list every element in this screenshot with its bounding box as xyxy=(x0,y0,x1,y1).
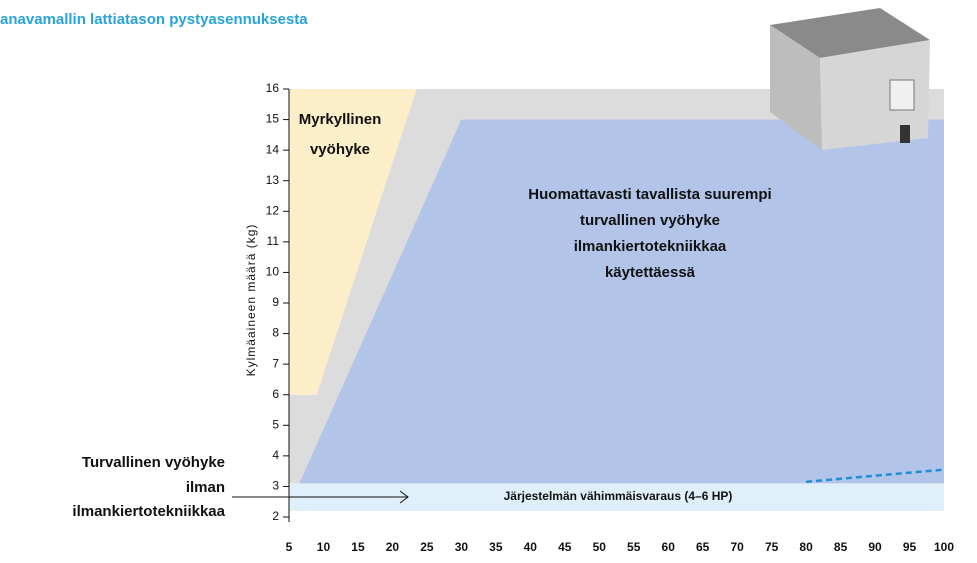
device-image xyxy=(770,8,930,150)
y-tick-label: 12 xyxy=(266,203,280,217)
y-tick-label: 16 xyxy=(266,81,280,95)
zones xyxy=(289,89,944,511)
x-tick-label: 35 xyxy=(489,540,503,554)
zone-label: Myrkyllinen xyxy=(299,111,382,128)
x-tick-label: 5 xyxy=(286,540,293,554)
chart: anavamallin lattiatason pystyasennuksest… xyxy=(0,0,977,558)
y-tick-label: 6 xyxy=(272,387,279,401)
zone-label: Huomattavasti tavallista suurempi xyxy=(528,186,771,203)
zone-label: käytettäessä xyxy=(605,264,696,281)
y-tick-label: 7 xyxy=(272,356,279,370)
x-tick-label: 75 xyxy=(765,540,779,554)
x-tick-label: 90 xyxy=(868,540,882,554)
y-tick-label: 5 xyxy=(272,417,279,431)
y-tick-label: 13 xyxy=(266,173,280,187)
x-tick-label: 45 xyxy=(558,540,572,554)
x-tick-label: 55 xyxy=(627,540,641,554)
x-tick-label: 80 xyxy=(799,540,813,554)
x-tick-label: 40 xyxy=(524,540,538,554)
y-tick-label: 9 xyxy=(272,295,279,309)
y-tick-label: 10 xyxy=(266,265,280,279)
y-tick-label: 15 xyxy=(266,112,280,126)
x-tick-label: 30 xyxy=(455,540,469,554)
x-tick-label: 25 xyxy=(420,540,434,554)
zone-label: turvallinen vyöhyke xyxy=(580,212,720,229)
side-label: ilman xyxy=(186,479,225,496)
zone-label: ilmankiertotekniikkaa xyxy=(574,238,727,255)
y-tick-label: 4 xyxy=(272,448,279,462)
y-tick-label: 14 xyxy=(266,142,280,156)
x-tick-label: 100 xyxy=(934,540,954,554)
x-tick-label: 95 xyxy=(903,540,917,554)
y-tick-label: 11 xyxy=(267,234,280,248)
y-tick-label: 2 xyxy=(272,509,279,523)
side-label: Turvallinen vyöhyke xyxy=(82,454,225,471)
x-tick-label: 50 xyxy=(593,540,607,554)
x-tick-label: 15 xyxy=(351,540,365,554)
x-tick-label: 85 xyxy=(834,540,848,554)
zone-label: vyöhyke xyxy=(310,141,370,158)
x-tick-label: 65 xyxy=(696,540,710,554)
x-tick-label: 70 xyxy=(730,540,744,554)
y-tick-label: 3 xyxy=(272,479,279,493)
y-tick-label: 8 xyxy=(272,326,279,340)
y-axis-label: Kylmäaineen määrä (kg) xyxy=(244,224,258,377)
x-tick-label: 10 xyxy=(317,540,331,554)
x-tick-label: 60 xyxy=(662,540,676,554)
band-label: Järjestelmän vähimmäisvaraus (4–6 HP) xyxy=(504,489,733,503)
x-tick-label: 20 xyxy=(386,540,400,554)
side-label: ilmankiertotekniikkaa xyxy=(72,503,225,520)
title: anavamallin lattiatason pystyasennuksest… xyxy=(0,11,308,28)
